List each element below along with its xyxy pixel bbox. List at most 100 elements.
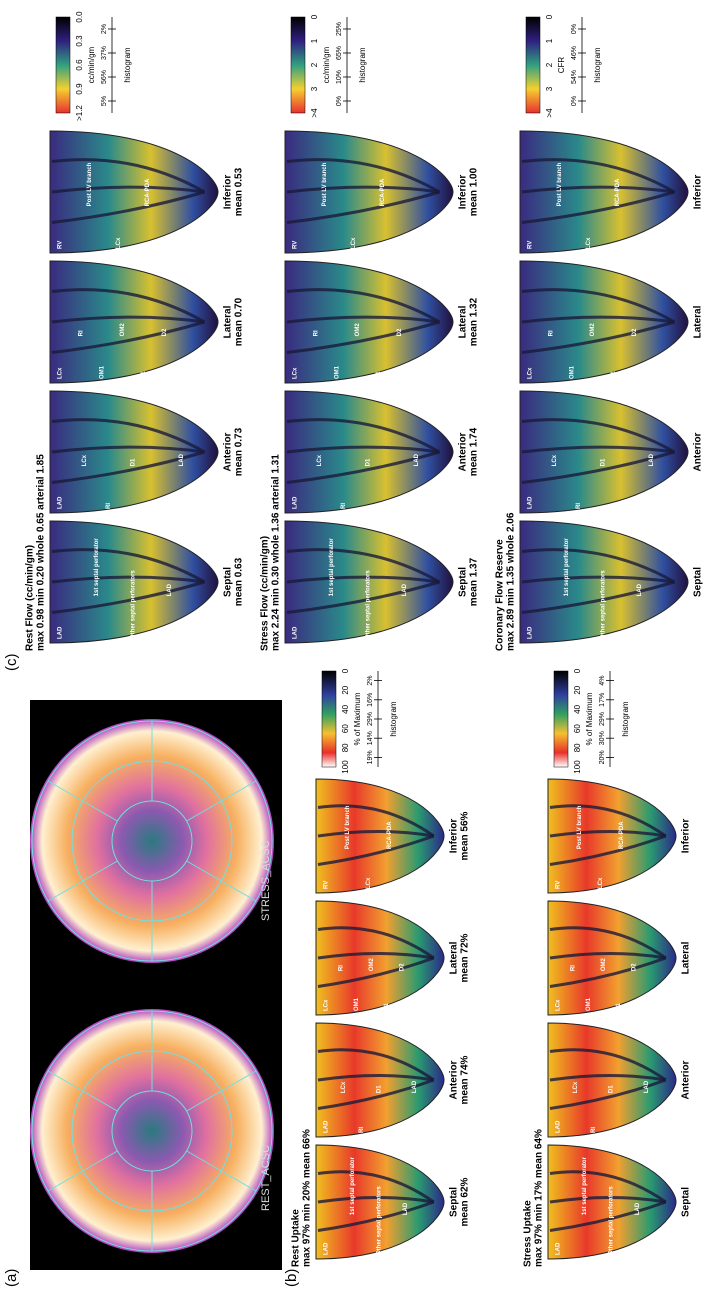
vessel-label: 1st septal perforator <box>564 538 570 597</box>
color-bar-tick: 100 <box>573 760 582 774</box>
block-title: Coronary Flow Reserve <box>495 539 506 651</box>
block-title: Stress Uptake <box>523 1200 534 1267</box>
map-caption: Anterior <box>223 432 234 471</box>
histogram-label: histogram <box>358 47 367 82</box>
color-bar-label: CFR <box>557 57 566 74</box>
vessel-label: 1st septal perforator <box>350 1156 356 1215</box>
vessel-label: LAD <box>179 453 185 466</box>
color-bar-tick: 3 <box>310 86 319 91</box>
panel-label: (b) <box>283 1269 300 1287</box>
vessel-label: LAD <box>635 1202 641 1215</box>
histogram-value: 19% <box>367 750 374 764</box>
map-caption: mean 1.37 <box>469 557 480 606</box>
map-caption: mean 0.63 <box>234 557 245 606</box>
histogram-value: 30% <box>599 731 606 745</box>
histogram-value: 2% <box>101 24 108 34</box>
color-bar-tick: 0 <box>545 14 554 19</box>
vessel-label: LAD <box>324 1242 330 1255</box>
vessel-label: OM2 <box>601 957 607 971</box>
map-caption: Inferior <box>693 175 704 210</box>
vessel-label: LCx <box>293 367 299 379</box>
map-caption: Lateral <box>693 305 704 338</box>
vessel-label: RI <box>341 503 347 509</box>
vessel-label: LAD <box>528 626 534 639</box>
vessel-label: RI <box>313 330 319 336</box>
map-caption: Lateral <box>458 305 469 338</box>
vessel-label: LCx <box>351 237 357 249</box>
vessel-label: Post LV branch <box>87 162 93 206</box>
vessel-label: RI <box>548 330 554 336</box>
vessel-label: OM2 <box>355 323 361 337</box>
map-caption: mean 1.74 <box>469 427 480 476</box>
vessel-label: LCx <box>116 237 122 249</box>
vessel-label: OM2 <box>369 957 375 971</box>
color-bar-label: % of Maximum <box>585 692 594 745</box>
color-bar-label: cc/min/gm <box>87 46 96 83</box>
histogram-value: 29% <box>599 712 606 726</box>
color-bar-tick: >4 <box>545 108 554 118</box>
vessel-label: OM1 <box>586 997 592 1011</box>
map-caption: Anterior <box>449 1060 460 1099</box>
color-bar-tick: 0.3 <box>75 35 84 47</box>
vessel-label: LAD <box>414 453 420 466</box>
vessel-label: LAD <box>556 1242 562 1255</box>
vessel-label: LAD <box>409 236 415 249</box>
vessel-label: RCA-PDA <box>387 821 393 849</box>
vessel-label: LCx <box>58 367 64 379</box>
vessel-label: LCx <box>82 454 88 466</box>
vessel-label: LAD <box>183 366 189 379</box>
histogram-value: 17% <box>599 693 606 707</box>
histogram-value: 20% <box>599 750 606 764</box>
vessel-label: Other septal perforators <box>601 570 607 639</box>
map-caption: mean 72% <box>460 933 471 982</box>
vessel-label: LAD <box>528 496 534 509</box>
histogram-value: 46% <box>571 46 578 60</box>
vessel-label: LAD <box>640 876 646 889</box>
vessel-label: D2 <box>625 501 631 509</box>
map-caption: mean 0.73 <box>234 427 245 476</box>
vessel-label: Other septal perforators <box>609 1186 615 1255</box>
vessel-label: RI <box>571 965 577 971</box>
vessel-label: D1 <box>601 458 607 466</box>
block-title: Rest Uptake <box>291 1209 302 1267</box>
map-caption: mean 1.32 <box>469 297 480 346</box>
histogram-value: 16% <box>367 693 374 707</box>
color-bar-tick: 3 <box>545 86 554 91</box>
color-bar-tick: 1 <box>310 38 319 43</box>
vessel-label: 1st septal perforator <box>582 1156 588 1215</box>
vessel-label: 1st septal perforator <box>329 538 335 597</box>
map-caption: mean 0.53 <box>234 167 245 216</box>
map-caption: mean 1.00 <box>469 167 480 216</box>
color-bar-tick: 1 <box>545 38 554 43</box>
color-bar-tick: 0 <box>573 668 582 673</box>
map-caption: Lateral <box>223 305 234 338</box>
vessel-label: RV <box>528 241 534 249</box>
vessel-label: LAD <box>403 1202 409 1215</box>
vessel-label: OM1 <box>99 365 105 379</box>
histogram-value: 37% <box>101 46 108 60</box>
vessel-label: RI <box>106 503 112 509</box>
block-stats: max 0.98 min 0.20 whole 0.65 arterial 1.… <box>36 454 47 651</box>
map-caption: Inferior <box>449 819 460 854</box>
map-caption: Lateral <box>681 941 692 974</box>
block-title: Rest Flow (cc/min/gm) <box>25 545 36 651</box>
vessel-label: LCx <box>586 237 592 249</box>
histogram-value: 5% <box>101 96 108 106</box>
vessel-label: RI <box>576 503 582 509</box>
vessel-label: D2 <box>155 501 161 509</box>
map-caption: Anterior <box>681 1060 692 1099</box>
panel-label: (c) <box>3 654 20 672</box>
histogram-value: 0% <box>571 96 578 106</box>
vessel-label: D1 <box>377 1085 383 1093</box>
color-bar-tick: 40 <box>341 704 350 713</box>
vessel-label: OM1 <box>569 365 575 379</box>
map-caption: mean 62% <box>460 1177 471 1226</box>
vessel-label: LAD <box>58 626 64 639</box>
color-bar-tick: >1.2 <box>75 105 84 121</box>
color-bar-tick: 80 <box>341 743 350 752</box>
map-caption: mean 0.70 <box>234 297 245 346</box>
vessel-label: RI <box>339 965 345 971</box>
color-bar-tick: 2 <box>310 62 319 67</box>
vessel-label: RV <box>556 881 562 889</box>
